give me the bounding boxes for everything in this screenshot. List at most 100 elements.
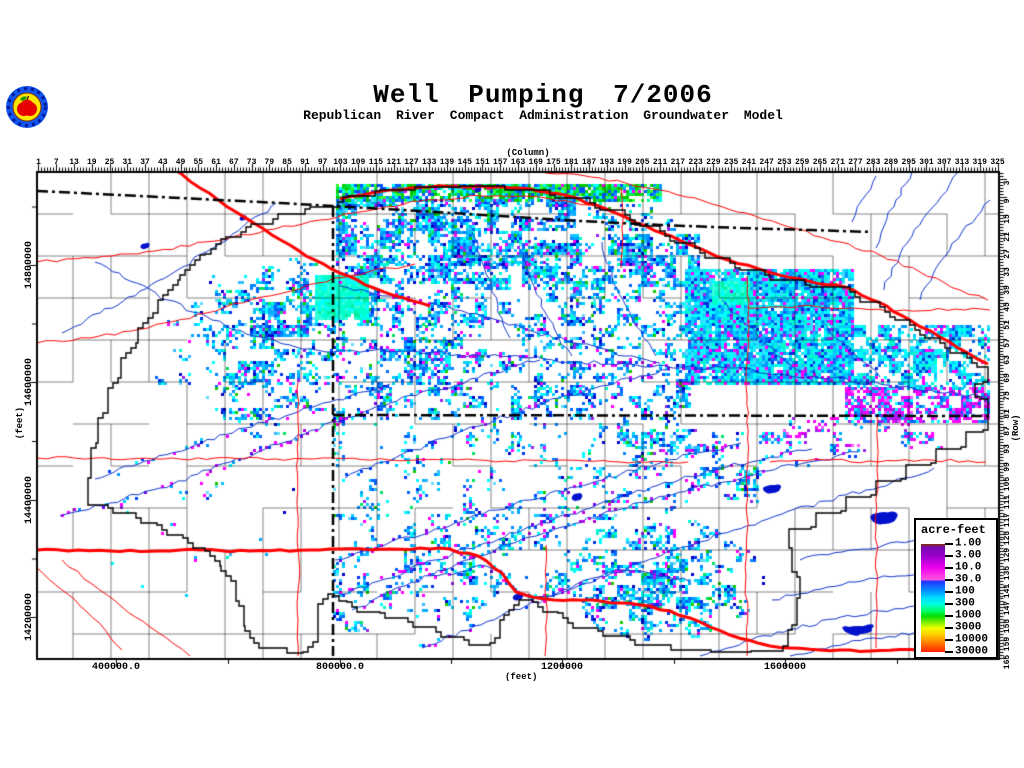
row-tick-label: 39 <box>1003 284 1012 295</box>
column-tick-label: 223 <box>688 158 703 167</box>
column-tick-label: 271 <box>830 158 845 167</box>
bottom-axis-caption: (feet) <box>505 672 538 682</box>
acre-feet-legend: acre-feet 1.00 3.00 10.0 30.0 100 300 1000 3000… <box>914 518 998 659</box>
column-tick-label: 157 <box>493 158 508 167</box>
column-tick-label: 43 <box>157 158 168 167</box>
column-tick-label: 49 <box>175 158 186 167</box>
row-tick-label: 87 <box>1003 426 1012 437</box>
left-axis-tick-label: 14600000 <box>24 357 35 407</box>
column-tick-label: 193 <box>599 158 614 167</box>
row-tick-label: 117 <box>1003 512 1012 528</box>
row-tick-label: 81 <box>1003 408 1012 419</box>
row-tick-label: 69 <box>1003 373 1012 383</box>
column-tick-label: 199 <box>617 158 632 167</box>
column-tick-label: 253 <box>777 158 792 167</box>
row-tick-label: 27 <box>1003 249 1012 260</box>
row-tick-label: 105 <box>1003 477 1012 492</box>
column-tick-label: 217 <box>670 158 686 167</box>
legend-tick-label: 30000 <box>955 645 989 658</box>
column-tick-label: 145 <box>457 158 472 167</box>
legend-tick-label: 10000 <box>955 633 989 646</box>
left-axis-caption: (feet) <box>15 406 25 440</box>
column-tick-label: 37 <box>140 158 150 167</box>
column-tick-label: 61 <box>211 158 221 167</box>
row-tick-label: 3 <box>1003 180 1012 186</box>
column-tick-label: 247 <box>759 158 774 167</box>
row-tick-label: 153 <box>1003 618 1012 634</box>
column-tick-label: 73 <box>246 158 257 167</box>
left-axis-tick-label: 14200000 <box>24 592 35 642</box>
column-axis-caption: (Column) <box>506 148 550 158</box>
row-tick-label: 147 <box>1003 601 1012 616</box>
row-axis-caption: (Row) <box>1011 414 1021 442</box>
column-tick-label: 85 <box>282 158 292 167</box>
column-tick-label: 295 <box>901 158 916 167</box>
row-tick-label: 21 <box>1003 231 1012 242</box>
row-tick-label: 9 <box>1003 198 1012 204</box>
column-tick-label: 79 <box>264 158 275 167</box>
legend-tick-mark <box>945 567 953 569</box>
page-subtitle: Republican River Compact Administration … <box>303 108 783 123</box>
column-tick-label: 181 <box>564 158 579 167</box>
row-tick-label: 123 <box>1003 530 1012 545</box>
legend-tick-label: 30.0 <box>955 573 982 586</box>
row-tick-label: 75 <box>1003 391 1012 401</box>
legend-tick-mark <box>945 591 953 593</box>
legend-title: acre-feet <box>921 523 986 537</box>
row-tick-label: 45 <box>1003 302 1012 313</box>
page-title: Well Pumping 7/2006 <box>373 80 713 110</box>
legend-tick-mark <box>945 627 953 629</box>
column-tick-label: 127 <box>404 158 419 167</box>
column-tick-label: 31 <box>122 158 133 167</box>
left-axis-tick-label: 14400000 <box>24 475 35 525</box>
column-tick-label: 151 <box>475 158 490 167</box>
row-tick-label: 129 <box>1003 548 1012 563</box>
column-tick-label: 319 <box>972 158 987 167</box>
legend-tick-label: 10.0 <box>955 561 982 574</box>
legend-tick-label: 1000 <box>955 609 982 622</box>
column-tick-label: 313 <box>954 158 970 167</box>
row-tick-label: 57 <box>1003 337 1012 348</box>
column-tick-label: 277 <box>848 158 863 167</box>
legend-tick-label: 3000 <box>955 621 982 634</box>
column-tick-label: 229 <box>706 158 721 167</box>
column-tick-label: 121 <box>386 158 401 167</box>
column-tick-label: 115 <box>368 158 384 167</box>
row-tick-label: 51 <box>1003 320 1012 330</box>
bottom-axis-tick-label: 1600000 <box>763 662 807 673</box>
legend-tick-mark <box>945 651 953 653</box>
column-tick-label: 325 <box>990 158 1005 167</box>
row-tick-label: 159 <box>1003 636 1012 652</box>
legend-tick-label: 3.00 <box>955 549 982 562</box>
column-tick-label: 163 <box>510 158 526 167</box>
column-tick-label: 133 <box>421 158 437 167</box>
column-tick-label: 139 <box>439 158 455 167</box>
column-tick-label: 283 <box>865 158 881 167</box>
row-tick-label: 63 <box>1003 355 1012 366</box>
legend-tick-label: 100 <box>955 585 975 598</box>
bottom-axis-tick-label: 400000.0 <box>91 662 141 673</box>
column-tick-label: 97 <box>317 158 328 167</box>
row-tick-label: 15 <box>1003 213 1012 224</box>
row-tick-label: 33 <box>1003 267 1012 277</box>
column-tick-label: 235 <box>723 158 739 167</box>
column-tick-label: 109 <box>350 158 366 167</box>
rrca-seal-logo <box>6 86 48 128</box>
left-axis-tick-label: 14800000 <box>24 240 35 290</box>
row-tick-label: 93 <box>1003 444 1012 454</box>
legend-tick-label: 300 <box>955 597 975 610</box>
legend-tick-mark <box>945 579 953 581</box>
legend-tick-mark <box>945 555 953 557</box>
legend-tick-mark <box>945 603 953 605</box>
column-tick-label: 25 <box>104 158 115 167</box>
column-tick-label: 265 <box>812 158 828 167</box>
column-tick-label: 1 <box>36 158 41 167</box>
row-tick-label: 99 <box>1003 461 1012 472</box>
bottom-axis-tick-label: 800000.0 <box>315 662 365 673</box>
column-tick-label: 19 <box>86 158 97 167</box>
column-tick-label: 307 <box>937 158 952 167</box>
column-tick-label: 91 <box>300 158 310 167</box>
bottom-axis-tick-label: 1200000 <box>540 662 584 673</box>
legend-color-scale <box>921 544 945 652</box>
